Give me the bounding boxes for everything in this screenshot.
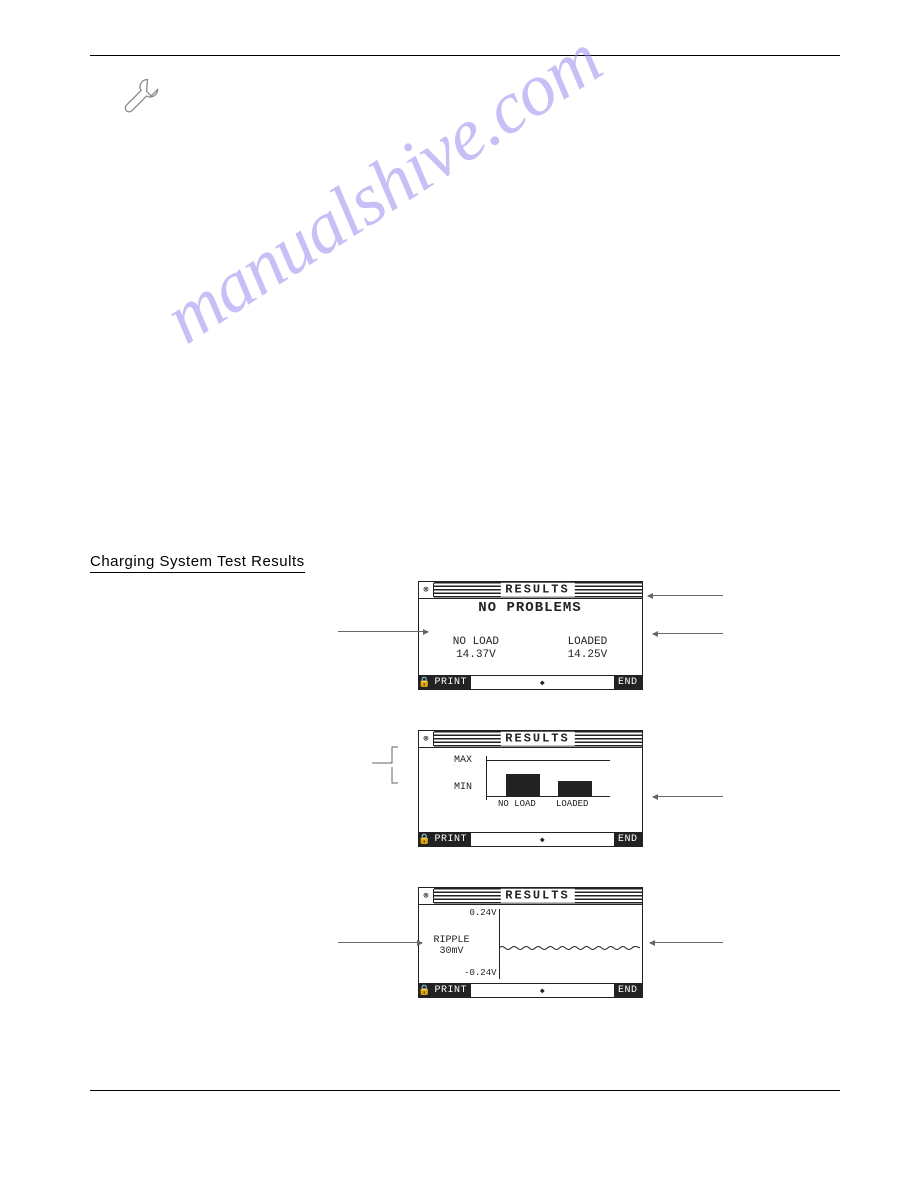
end-button: END <box>614 984 642 997</box>
screen-title: RESULTS <box>500 732 574 746</box>
loaded-value: 14.25V <box>568 649 608 661</box>
bottom-rule <box>90 1090 840 1091</box>
scroll-indicator <box>471 984 614 997</box>
waveform-trace <box>499 943 640 953</box>
ripple-waveform: 0.24V -0.24V RIPPLE30mV <box>419 905 642 983</box>
bar-chart: MAX MIN NO LOAD LOADED <box>450 756 610 810</box>
bar-loaded <box>558 781 592 796</box>
wrench-icon <box>120 74 164 118</box>
print-button: PRINT <box>431 984 472 997</box>
end-button: END <box>614 676 642 689</box>
figures-column: ⊗ RESULTS NO PROBLEMS NO LOAD14.37V LOAD… <box>220 581 840 998</box>
loaded-reading: LOADED14.25V <box>568 636 608 661</box>
scale-bottom: -0.24V <box>461 968 497 978</box>
screen-title: RESULTS <box>500 583 574 597</box>
close-icon: ⊗ <box>420 889 434 903</box>
callout-arrow <box>338 631 428 632</box>
manual-page: Charging System Test Results ⊗ RESULTS N… <box>90 55 840 998</box>
print-button: PRINT <box>431 833 472 846</box>
bar-no-load <box>506 774 540 796</box>
scale-top: 0.24V <box>461 908 497 918</box>
status-message: NO PROBLEMS <box>419 599 642 616</box>
loaded-label: LOADED <box>568 636 608 648</box>
callout-arrow <box>648 595 723 596</box>
x-label-no-load: NO LOAD <box>498 799 536 809</box>
no-load-value: 14.37V <box>456 649 496 661</box>
lock-icon: 🔒 <box>419 676 431 689</box>
callout-arrow <box>338 942 422 943</box>
callout-arrow <box>653 796 723 797</box>
min-label: MIN <box>454 782 472 793</box>
ripple-label: RIPPLE30mV <box>427 935 477 957</box>
bracket-icon <box>366 745 406 785</box>
results-screen-3: ⊗ RESULTS 0.24V -0.24V RIPPLE30mV 🔒 PRIN… <box>418 887 643 998</box>
print-button: PRINT <box>431 676 472 689</box>
lock-icon: 🔒 <box>419 984 431 997</box>
results-screen-1: ⊗ RESULTS NO PROBLEMS NO LOAD14.37V LOAD… <box>418 581 643 690</box>
scroll-indicator <box>471 833 614 846</box>
close-icon: ⊗ <box>420 732 434 746</box>
top-rule <box>90 55 840 56</box>
callout-arrow <box>650 942 723 943</box>
no-load-label: NO LOAD <box>453 636 499 648</box>
screen-title: RESULTS <box>500 889 574 903</box>
callout-arrow <box>653 633 723 634</box>
results-screen-2: ⊗ RESULTS MAX MIN NO LOAD LOADED <box>418 730 643 847</box>
no-load-reading: NO LOAD14.37V <box>453 636 499 661</box>
section-heading: Charging System Test Results <box>90 553 305 573</box>
x-label-loaded: LOADED <box>556 799 588 809</box>
close-icon: ⊗ <box>420 583 434 597</box>
max-label: MAX <box>454 755 472 766</box>
end-button: END <box>614 833 642 846</box>
lock-icon: 🔒 <box>419 833 431 846</box>
scroll-indicator <box>471 676 614 689</box>
